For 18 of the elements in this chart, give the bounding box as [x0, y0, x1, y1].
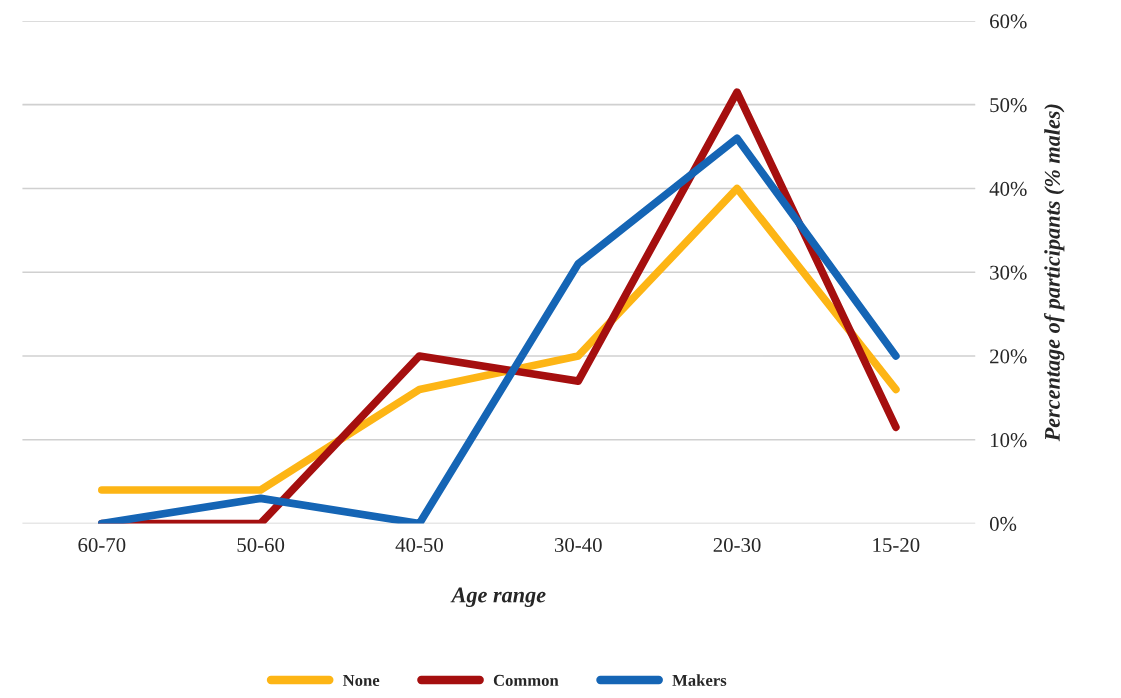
x-tick-label: 30-40	[554, 537, 602, 553]
x-axis-title: Age range	[450, 587, 546, 607]
x-tick-label: 50-60	[237, 537, 285, 553]
legend-label: Common	[493, 674, 559, 687]
x-tick-label: 60-70	[78, 537, 126, 553]
y-axis-title: Percentage of participants (% males)	[1044, 104, 1065, 442]
y-tick-label: 0%	[989, 516, 1017, 531]
y-tick-label: 30%	[990, 265, 1027, 280]
legend-label: Makers	[672, 674, 727, 687]
y-tick-label: 60%	[990, 14, 1027, 29]
x-tick-label: 15-20	[873, 537, 920, 553]
y-tick-label: 40%	[989, 181, 1027, 196]
legend-label: None	[342, 674, 380, 687]
x-tick-label: 20-30	[713, 537, 761, 553]
y-tick-label: 20%	[990, 349, 1027, 364]
y-tick-label: 10%	[990, 433, 1027, 448]
y-tick-label: 50%	[990, 98, 1027, 113]
x-tick-label: 40-50	[395, 537, 443, 553]
